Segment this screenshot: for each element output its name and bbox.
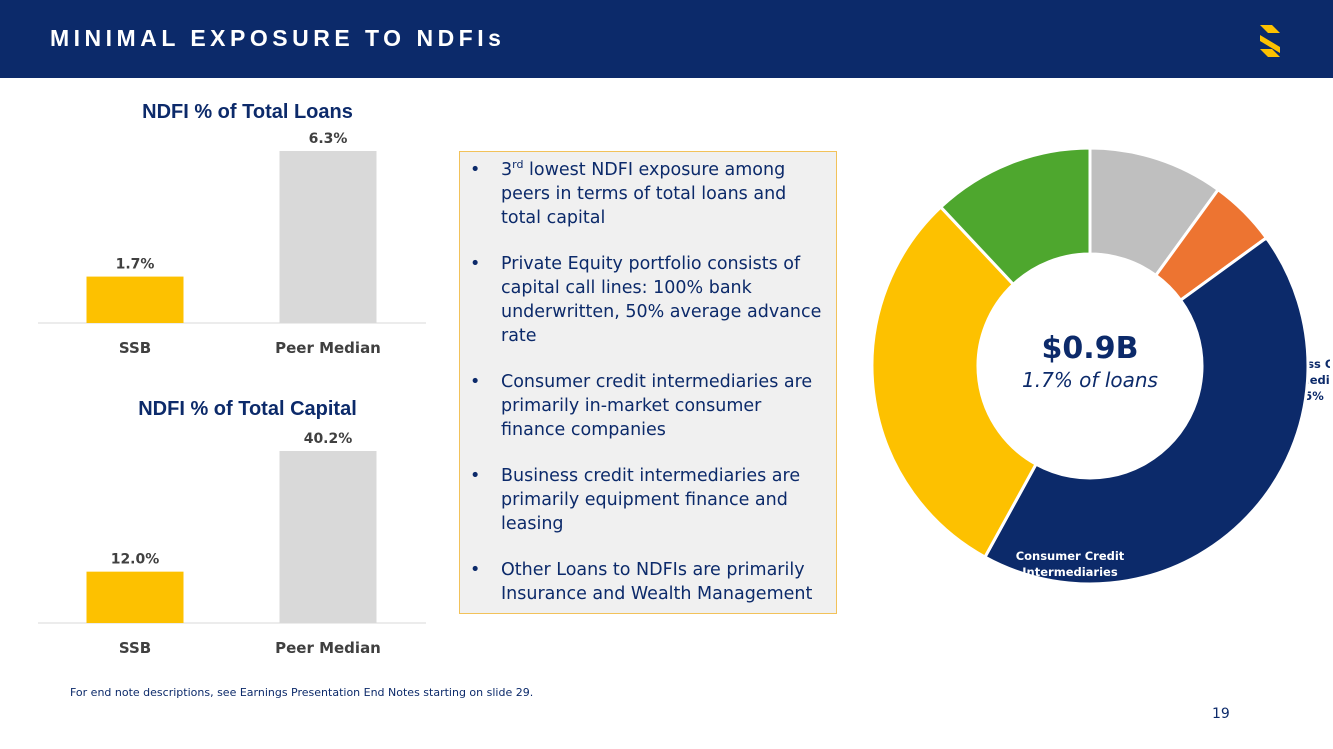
loans-bar-peer-median xyxy=(279,151,377,323)
loans-bar-ssb xyxy=(86,276,184,323)
key-point-3: • Consumer credit intermediaries are prim… xyxy=(470,372,813,440)
capital-bar-chart: 12.0% SSB 40.2% Peer Median xyxy=(38,431,426,657)
loans-value-label-peer-median: 6.3% xyxy=(309,131,348,147)
loans-bar-chart: 1.7% SSB 6.3% Peer Median xyxy=(38,131,426,357)
key-point-4: • Business credit intermediaries are prim… xyxy=(470,466,801,534)
donut-slice-private-equity-funds xyxy=(982,235,1310,586)
donut-slice-other-loans-to-ndfis xyxy=(938,146,1092,287)
loans-chart-title: NDFI % of Total Loans xyxy=(142,101,353,123)
capital-value-label-peer-median: 40.2% xyxy=(304,431,353,447)
capital-category-label-peer-median: Peer Median xyxy=(275,639,381,657)
footnote: For end note descriptions, see Earnings … xyxy=(70,686,534,699)
page-number: 19 xyxy=(1212,706,1230,722)
donut-center-value: $0.9B xyxy=(1042,331,1139,366)
key-points-list: • 3rd lowest NDFI exposure among peers in… xyxy=(460,158,836,628)
loans-category-label-peer-median: Peer Median xyxy=(275,339,381,357)
capital-category-label-ssb: SSB xyxy=(119,639,151,657)
header-bar: MINIMAL EXPOSURE TO NDFIs xyxy=(0,0,1333,78)
bullet-icon: • xyxy=(470,466,481,486)
key-point-1: • 3rd lowest NDFI exposure among peers in… xyxy=(470,158,787,228)
capital-bar-ssb xyxy=(86,571,184,623)
key-point-2: • Private Equity portfolio consists of ca… xyxy=(470,254,822,346)
loans-value-label-ssb: 1.7% xyxy=(116,257,155,273)
capital-bar-peer-median xyxy=(279,451,377,623)
page-title: MINIMAL EXPOSURE TO NDFIs xyxy=(50,25,506,51)
capital-chart-title: NDFI % of Total Capital xyxy=(138,398,357,420)
donut-slice-consumer-credit-intermediaries xyxy=(870,204,1039,560)
loans-category-label-ssb: SSB xyxy=(119,339,151,357)
donut-center-label: 1.7% of loans xyxy=(1022,368,1158,392)
key-points-box: • 3rd lowest NDFI exposure among peers in… xyxy=(459,151,837,614)
capital-value-label-ssb: 12.0% xyxy=(111,552,160,568)
bullet-icon: • xyxy=(470,254,481,274)
key-point-5: • Other Loans to NDFIs are primarily Insu… xyxy=(470,560,813,604)
bullet-icon: • xyxy=(470,372,481,392)
company-logo xyxy=(1260,25,1280,57)
bullet-icon: • xyxy=(470,160,481,180)
donut-label-other-loans-to-ndfis: Other Loans to NDFIs 12% xyxy=(1015,363,1094,409)
donut-label-consumer-credit-intermediaries: Consumer Credit Intermediaries 30% xyxy=(1016,549,1125,595)
bullet-icon: • xyxy=(470,560,481,580)
ndfi-composition-donut: Mortgage CreditIntermediaries10%Business… xyxy=(870,146,1330,595)
